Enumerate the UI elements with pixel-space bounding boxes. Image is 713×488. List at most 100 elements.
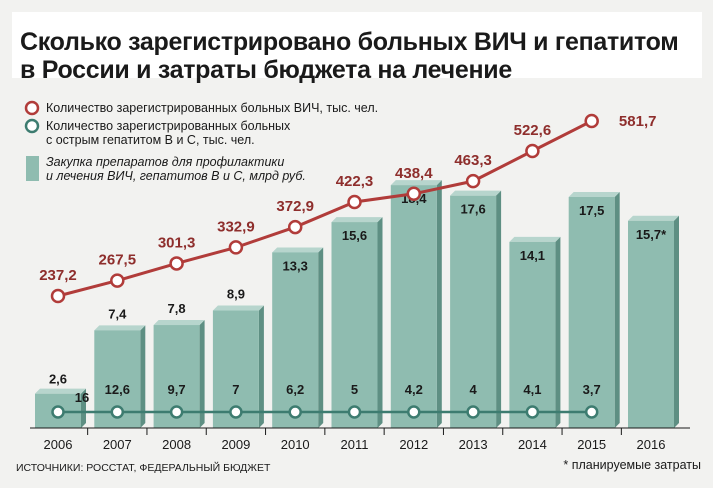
- bar: [331, 222, 378, 428]
- legend-spend-icon: [26, 156, 39, 181]
- hepatitis-point: [584, 405, 599, 419]
- hepatitis-value-label: 4: [469, 382, 477, 397]
- hepatitis-point: [525, 405, 540, 419]
- bar-value-label: 7,8: [168, 301, 186, 316]
- bar-top: [94, 325, 146, 331]
- legend-hep-label-line-2: с острым гепатитом В и С, тыс. чел.: [46, 133, 255, 147]
- hiv-value-label: 372,9: [276, 198, 314, 215]
- hiv-value-label: 301,3: [158, 234, 196, 251]
- hiv-point: [525, 143, 540, 159]
- hiv-point: [465, 173, 481, 189]
- x-axis-tick-label: 2010: [281, 437, 310, 452]
- hiv-value-label: 522,6: [514, 122, 552, 139]
- bar-value-label: 17,6: [460, 202, 485, 217]
- bar-top: [272, 247, 324, 253]
- bar-value-label: 15,7*: [636, 227, 667, 242]
- hepatitis-point: [229, 405, 243, 419]
- hiv-point: [406, 186, 422, 202]
- x-axis-tick-label: 2007: [103, 437, 132, 452]
- bar-side: [377, 217, 383, 428]
- bar-side: [318, 247, 324, 428]
- x-axis-tick-label: 2015: [577, 437, 606, 452]
- bar-top: [628, 215, 679, 221]
- legend-hep-icon: [24, 118, 40, 134]
- hiv-value-label: 463,3: [454, 152, 492, 169]
- bar-side: [436, 180, 442, 428]
- bar-side: [258, 305, 264, 428]
- x-axis-tick-label: 2011: [341, 437, 369, 452]
- x-axis-tick-label: 2009: [221, 437, 250, 452]
- bar-top: [509, 236, 561, 242]
- bar-value-label: 15,6: [342, 228, 367, 243]
- bar: [568, 197, 615, 428]
- bar-value-label: 2,6: [49, 372, 67, 387]
- hepatitis-point: [288, 405, 302, 419]
- legend-spend-label-line-1: Закупка препаратов для профилактики: [46, 155, 285, 169]
- bar-value-label: 13,3: [283, 258, 308, 273]
- bar-top: [331, 217, 383, 223]
- bar-top: [568, 192, 620, 197]
- title-box: [12, 12, 702, 78]
- legend-spend-label-line-2: и лечения ВИЧ, гепатитов В и С, млрд руб…: [46, 169, 306, 183]
- hepatitis-point: [169, 405, 184, 419]
- hepatitis-value-label: 3,7: [583, 382, 601, 397]
- hepatitis-point: [110, 405, 125, 419]
- x-axis-tick-label: 2014: [518, 437, 547, 452]
- bar-top: [35, 388, 86, 394]
- chart-title-line-2: в России и затраты бюджета на лечение: [20, 56, 512, 84]
- hepatitis-value-label: 12,6: [105, 382, 130, 397]
- hepatitis-value-label: 6,2: [286, 382, 304, 397]
- bar: [628, 220, 674, 428]
- hepatitis-value-label: 16: [75, 390, 89, 405]
- hiv-point: [228, 240, 244, 255]
- bar-value-label: 14,1: [520, 248, 545, 263]
- legend-hiv-label: Количество зарегистрированных больных ВИ…: [46, 101, 379, 115]
- bar-top: [450, 190, 502, 196]
- hiv-value-label: 237,2: [39, 267, 77, 284]
- hepatitis-value-label: 9,7: [168, 382, 186, 397]
- hiv-value-label: 438,4: [395, 165, 433, 182]
- hepatitis-point: [466, 405, 480, 419]
- hiv-point: [287, 219, 303, 235]
- x-axis-tick-label: 2012: [399, 437, 428, 452]
- bar-top: [390, 180, 442, 186]
- bar-side: [674, 215, 679, 428]
- bar-top: [212, 305, 264, 311]
- hiv-point: [584, 113, 599, 129]
- bar-value-label: 17,5: [579, 203, 604, 218]
- bar-value-label: 7,4: [108, 306, 127, 321]
- source-note: ИСТОЧНИКИ: РОССТАТ, ФЕДЕРАЛЬНЫЙ БЮДЖЕТ: [16, 462, 271, 474]
- hiv-point: [347, 194, 362, 210]
- bar-side: [140, 325, 146, 428]
- bar: [390, 185, 437, 428]
- hiv-value-label: 581,7: [619, 113, 657, 130]
- hepatitis-point: [51, 405, 65, 419]
- bar-top: [153, 320, 205, 326]
- x-axis-tick-label: 2008: [162, 437, 191, 452]
- x-axis-tick-label: 2016: [637, 437, 666, 452]
- hepatitis-value-label: 4,1: [523, 382, 541, 397]
- bar-value-label: 8,9: [227, 287, 245, 302]
- hepatitis-value-label: 7: [232, 382, 239, 397]
- x-axis-tick-label: 2006: [44, 437, 73, 452]
- bar-side: [555, 236, 561, 428]
- bar-side: [614, 192, 620, 428]
- x-axis-tick-label: 2013: [459, 437, 488, 452]
- hiv-point: [50, 288, 66, 304]
- bar: [450, 195, 497, 428]
- footnote: * планируемые затраты: [563, 458, 701, 472]
- hiv-series-line: [57, 119, 593, 298]
- bar: [509, 241, 556, 428]
- hiv-value-label: 267,5: [99, 252, 137, 269]
- chart-title-line-1: Сколько зарегистрировано больных ВИЧ и г…: [20, 28, 679, 56]
- hiv-value-label: 332,9: [217, 218, 255, 235]
- hiv-value-label: 422,3: [336, 173, 374, 190]
- bar-side: [199, 320, 205, 428]
- legend-hiv-icon: [24, 100, 40, 116]
- hiv-point: [169, 256, 184, 271]
- bar-side: [81, 388, 86, 428]
- bar: [272, 252, 319, 428]
- bar-side: [496, 190, 502, 428]
